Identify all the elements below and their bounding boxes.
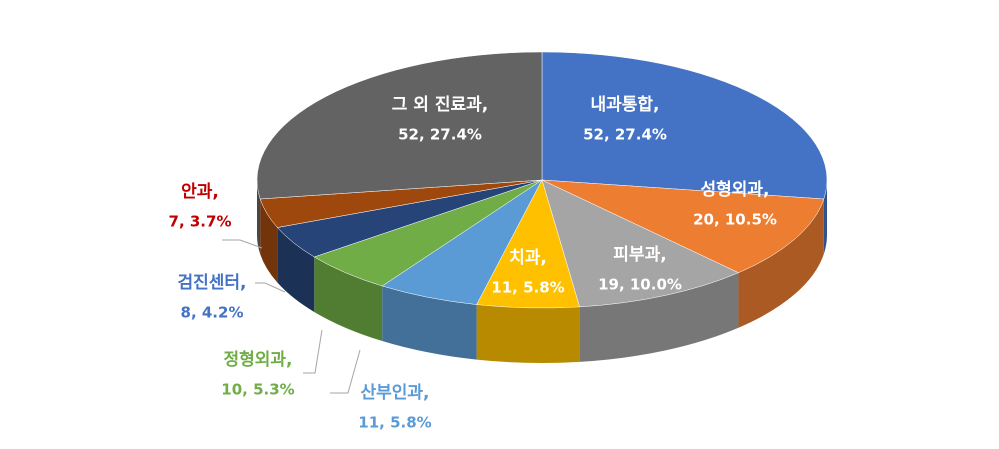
value-label: 11, 5.8% <box>491 279 564 297</box>
slice-side <box>823 180 827 254</box>
category-label: 피부과, <box>613 245 666 265</box>
slice-side <box>257 180 261 254</box>
slice-side <box>260 198 278 283</box>
value-label: 7, 3.7% <box>169 213 232 231</box>
category-label: 안과, <box>181 182 219 202</box>
value-label: 8, 4.2% <box>181 304 244 322</box>
value-label: 20, 10.5% <box>693 211 777 229</box>
leader-line <box>330 349 361 394</box>
slice-side <box>277 227 315 312</box>
slice <box>541 179 825 274</box>
slice-side <box>476 304 580 363</box>
slice-side <box>314 256 383 341</box>
leader-line <box>255 282 286 293</box>
value-label: 52, 27.4% <box>398 126 482 144</box>
slice <box>541 51 828 200</box>
category-label: 산부인과, <box>360 383 429 403</box>
category-label: 내과통합, <box>590 94 659 115</box>
value-label: 52, 27.4% <box>583 126 667 144</box>
slice <box>256 51 543 200</box>
value-label: 19, 10.0% <box>598 276 682 294</box>
category-label: 검진센터, <box>177 273 246 293</box>
category-label: 그 외 진료과, <box>392 95 489 115</box>
slice-side <box>579 272 739 362</box>
leader-line <box>222 239 263 249</box>
category-label: 치과, <box>509 248 547 268</box>
slice-side <box>382 285 477 360</box>
slice <box>541 179 740 308</box>
category-label: 정형외과, <box>223 349 292 370</box>
category-label: 성형외과, <box>700 179 769 200</box>
value-label: 10, 5.3% <box>221 381 294 399</box>
leader-line <box>303 329 323 374</box>
slice-side <box>738 198 824 328</box>
value-label: 11, 5.8% <box>358 414 431 432</box>
